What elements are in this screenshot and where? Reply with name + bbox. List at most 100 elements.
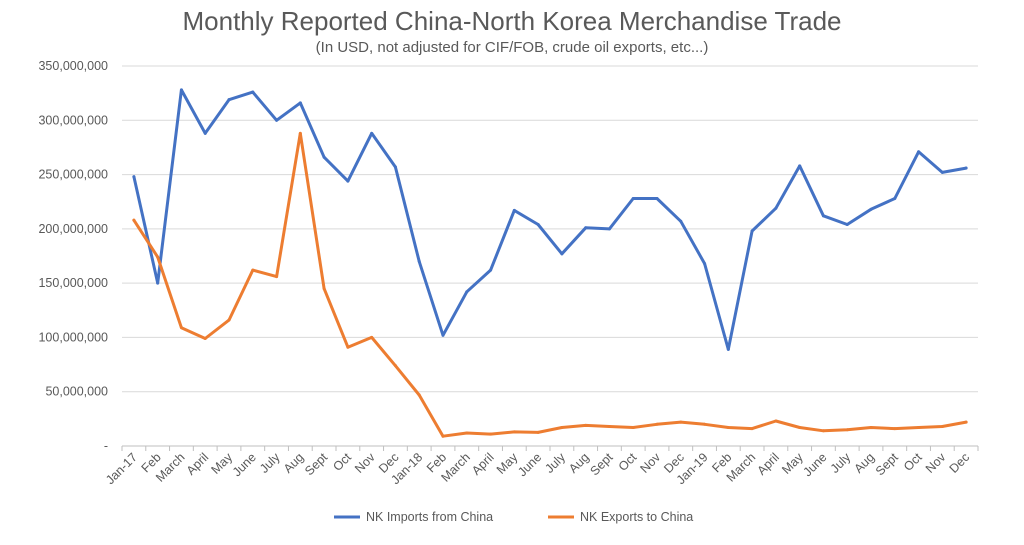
data-point — [132, 175, 136, 179]
y-tick-label: 100,000,000 — [38, 330, 108, 344]
x-tick-label: Oct — [330, 450, 354, 474]
data-point — [607, 227, 611, 231]
x-tick-label: Jan-17 — [103, 450, 140, 487]
data-point — [869, 207, 873, 211]
data-point — [798, 426, 802, 430]
data-point — [845, 428, 849, 432]
data-point — [275, 275, 279, 279]
x-tick-label: June — [800, 450, 829, 479]
legend-label: NK Imports from China — [366, 510, 493, 524]
data-point — [298, 101, 302, 105]
data-point — [227, 318, 231, 322]
data-point — [489, 268, 493, 272]
data-point — [370, 335, 374, 339]
data-point — [821, 214, 825, 218]
y-tick-label: - — [104, 439, 108, 453]
data-point — [821, 429, 825, 433]
x-tick-label: May — [209, 450, 236, 477]
data-point — [441, 333, 445, 337]
legend: NK Imports from China NK Exports to China — [334, 510, 693, 524]
data-point — [917, 426, 921, 430]
data-point — [370, 131, 374, 135]
y-tick-label: 50,000,000 — [45, 385, 108, 399]
x-tick-label: Oct — [901, 450, 925, 474]
x-tick-label: Sept — [302, 450, 330, 478]
data-point — [703, 262, 707, 266]
data-point — [679, 420, 683, 424]
x-tick-label: April — [184, 450, 212, 478]
data-point — [584, 423, 588, 427]
data-point — [417, 393, 421, 397]
data-point — [536, 430, 540, 434]
x-tick-label: June — [515, 450, 544, 479]
data-point — [750, 427, 754, 431]
y-tick-label: 150,000,000 — [38, 276, 108, 290]
x-tick-label: Nov — [637, 450, 663, 476]
data-point — [917, 150, 921, 154]
data-point — [893, 196, 897, 200]
data-point — [774, 206, 778, 210]
data-point — [298, 131, 302, 135]
data-point — [536, 223, 540, 227]
x-tick-label: July — [828, 450, 854, 476]
series-line-2 — [132, 131, 968, 438]
data-point — [940, 424, 944, 428]
data-point — [940, 170, 944, 174]
data-point — [156, 281, 160, 285]
data-point — [156, 255, 160, 259]
x-tick-label: Dec — [947, 450, 973, 476]
data-point — [489, 432, 493, 436]
data-point — [631, 426, 635, 430]
data-point — [798, 164, 802, 168]
x-tick-label: July — [542, 450, 568, 476]
data-point — [227, 98, 231, 102]
data-point — [393, 364, 397, 368]
data-point — [560, 252, 564, 256]
data-point — [203, 131, 207, 135]
x-tick-label: May — [779, 450, 806, 477]
x-tick-label: April — [469, 450, 497, 478]
data-point — [251, 268, 255, 272]
data-point — [132, 218, 136, 222]
data-point — [655, 422, 659, 426]
data-point — [679, 219, 683, 223]
y-tick-label: 300,000,000 — [38, 113, 108, 127]
data-point — [631, 196, 635, 200]
chart-subtitle: (In USD, not adjusted for CIF/FOB, crude… — [316, 39, 709, 56]
x-tick-label: Aug — [566, 450, 592, 476]
x-tick-label: April — [754, 450, 782, 478]
data-point — [465, 431, 469, 435]
data-point — [560, 426, 564, 430]
x-tick-label: May — [494, 450, 521, 477]
y-tick-label: 250,000,000 — [38, 168, 108, 182]
data-point — [417, 259, 421, 263]
data-point — [251, 90, 255, 94]
x-tick-label: Oct — [616, 450, 640, 474]
y-axis: - 50,000,000 100,000,000 150,000,000 200,000… — [38, 59, 108, 453]
data-point — [607, 424, 611, 428]
data-point — [346, 345, 350, 349]
data-point — [322, 287, 326, 291]
x-tick-label: Nov — [923, 450, 949, 476]
data-point — [393, 165, 397, 169]
data-point — [179, 326, 183, 330]
plot-area — [132, 88, 968, 438]
data-point — [964, 166, 968, 170]
x-tick-label: July — [257, 450, 283, 476]
data-point — [512, 208, 516, 212]
y-tick-label: 350,000,000 — [38, 59, 108, 73]
data-point — [441, 434, 445, 438]
data-point — [322, 155, 326, 159]
data-point — [750, 229, 754, 233]
data-point — [964, 420, 968, 424]
x-tick-label: Nov — [352, 450, 378, 476]
data-point — [512, 430, 516, 434]
series-line-1 — [132, 88, 968, 351]
data-point — [179, 88, 183, 92]
data-point — [893, 427, 897, 431]
data-point — [584, 226, 588, 230]
grid-layer — [122, 65, 978, 393]
data-point — [726, 347, 730, 351]
